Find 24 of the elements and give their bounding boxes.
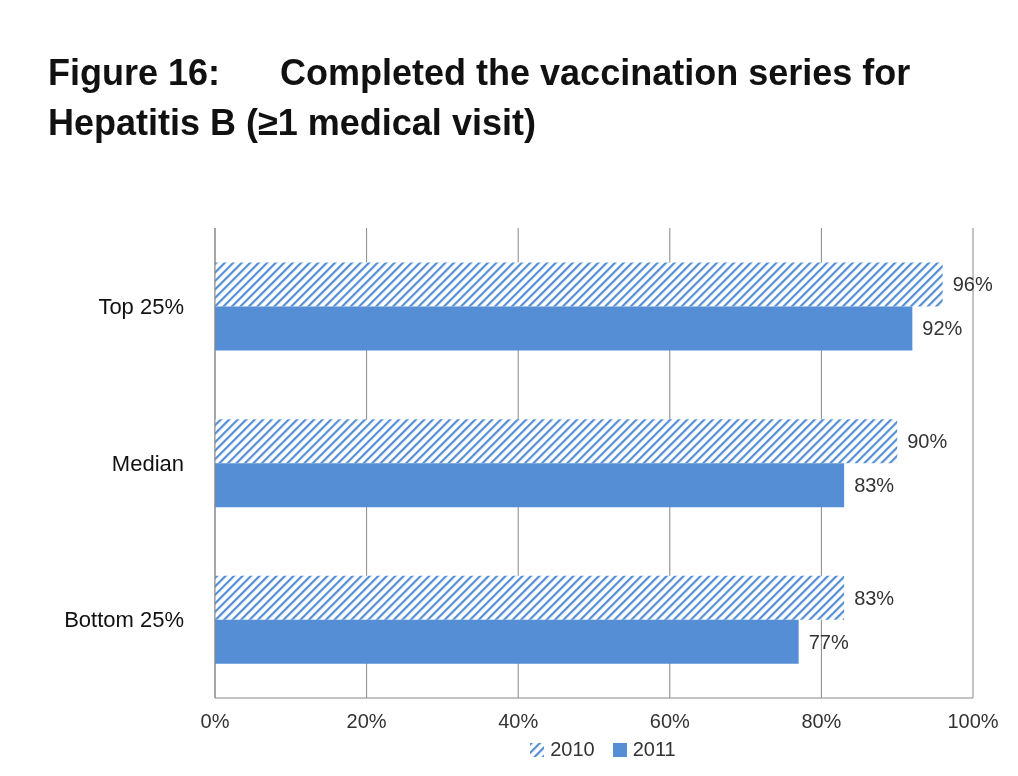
data-label: 96% [952,273,993,296]
x-tick-label: 80% [801,710,842,733]
bar [215,262,943,307]
x-tick-label: 60% [649,710,691,733]
y-tick-label: Bottom 25% [64,607,184,633]
bar [215,575,845,620]
bar [215,463,845,508]
x-tick-label: 100% [947,710,999,733]
x-tick-label: 40% [498,710,539,733]
chart-title: Figure 16: Completed the vaccination series for Hepatitis B (≥1 medical visit) [47,51,912,145]
data-label: 83% [854,474,895,497]
data-label: 92% [922,317,963,340]
x-tick-label: 0% [200,710,230,733]
data-label: 77% [808,630,849,653]
y-tick-label: Median [111,450,184,476]
y-tick-label: Top 25% [98,294,184,320]
data-label: 90% [907,430,948,453]
bar [215,419,898,464]
x-tick-label: 20% [346,710,387,733]
data-label: 83% [854,586,895,609]
bar [215,306,913,351]
legend-label: 2010 [550,738,595,761]
bar [215,619,799,664]
legend-label: 2011 [632,738,676,761]
